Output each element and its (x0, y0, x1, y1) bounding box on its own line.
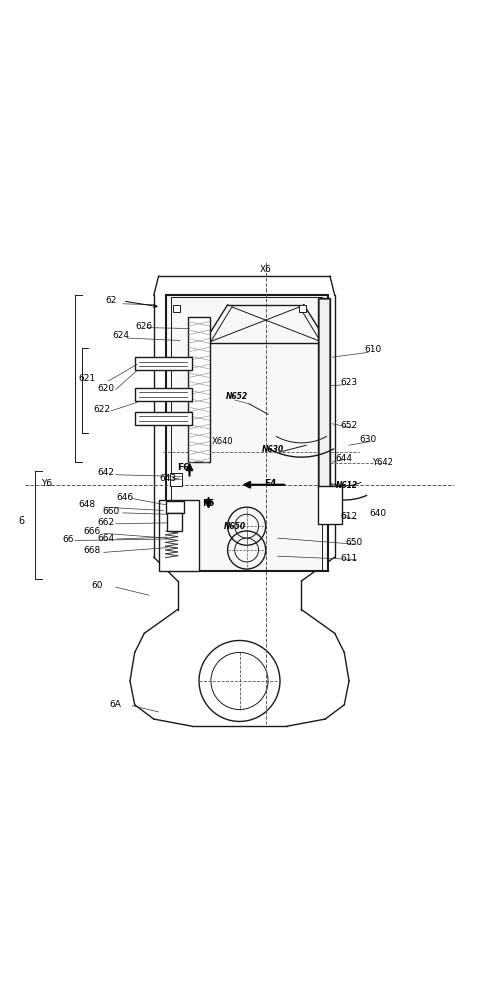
Text: F6: F6 (178, 463, 190, 472)
Text: N652: N652 (226, 392, 248, 401)
Text: N612: N612 (336, 481, 358, 490)
Text: 62: 62 (105, 296, 116, 305)
Text: 664: 664 (98, 534, 114, 543)
Bar (166, 501, 184, 513)
Text: N650: N650 (224, 522, 246, 531)
Text: 630: 630 (359, 435, 376, 444)
Bar (318, 486, 342, 524)
Text: 642: 642 (98, 468, 114, 477)
Bar (299, 305, 306, 312)
Text: F4: F4 (264, 479, 277, 488)
Text: 610: 610 (364, 345, 381, 354)
Bar (135, 412, 192, 425)
Text: 623: 623 (341, 378, 358, 387)
Text: 652: 652 (341, 421, 358, 430)
Text: 621: 621 (79, 374, 96, 383)
Bar (171, 297, 322, 570)
Text: F5: F5 (202, 499, 215, 508)
Text: 668: 668 (83, 546, 101, 555)
Bar (173, 305, 180, 312)
Text: 60: 60 (91, 581, 103, 590)
Text: 66: 66 (62, 535, 74, 544)
Text: 626: 626 (136, 322, 153, 331)
Text: 622: 622 (93, 405, 110, 414)
Text: 6: 6 (18, 516, 24, 526)
Bar (171, 473, 182, 486)
Text: 6A: 6A (110, 700, 122, 709)
Bar (135, 388, 192, 401)
Text: 640: 640 (369, 509, 386, 518)
Text: 644: 644 (336, 454, 353, 463)
Text: N630: N630 (262, 445, 284, 454)
Text: Y642: Y642 (372, 458, 393, 467)
Text: 662: 662 (98, 518, 114, 527)
Text: 643: 643 (160, 474, 177, 483)
Text: X640: X640 (212, 437, 234, 446)
Text: 612: 612 (341, 512, 358, 521)
Bar (318, 298, 330, 488)
Bar (166, 295, 328, 571)
Text: X6: X6 (260, 265, 272, 274)
Text: 648: 648 (79, 500, 96, 509)
Bar (135, 357, 192, 370)
Bar (159, 500, 199, 571)
Bar (188, 317, 210, 462)
Text: 650: 650 (345, 538, 363, 547)
Text: 624: 624 (112, 331, 129, 340)
Text: 611: 611 (341, 554, 358, 563)
Text: 660: 660 (103, 507, 120, 516)
Text: Y6: Y6 (41, 479, 52, 488)
Text: 620: 620 (98, 384, 114, 393)
Bar (319, 299, 329, 487)
Text: 666: 666 (83, 527, 101, 536)
Text: 646: 646 (117, 493, 134, 502)
Bar (167, 513, 182, 531)
